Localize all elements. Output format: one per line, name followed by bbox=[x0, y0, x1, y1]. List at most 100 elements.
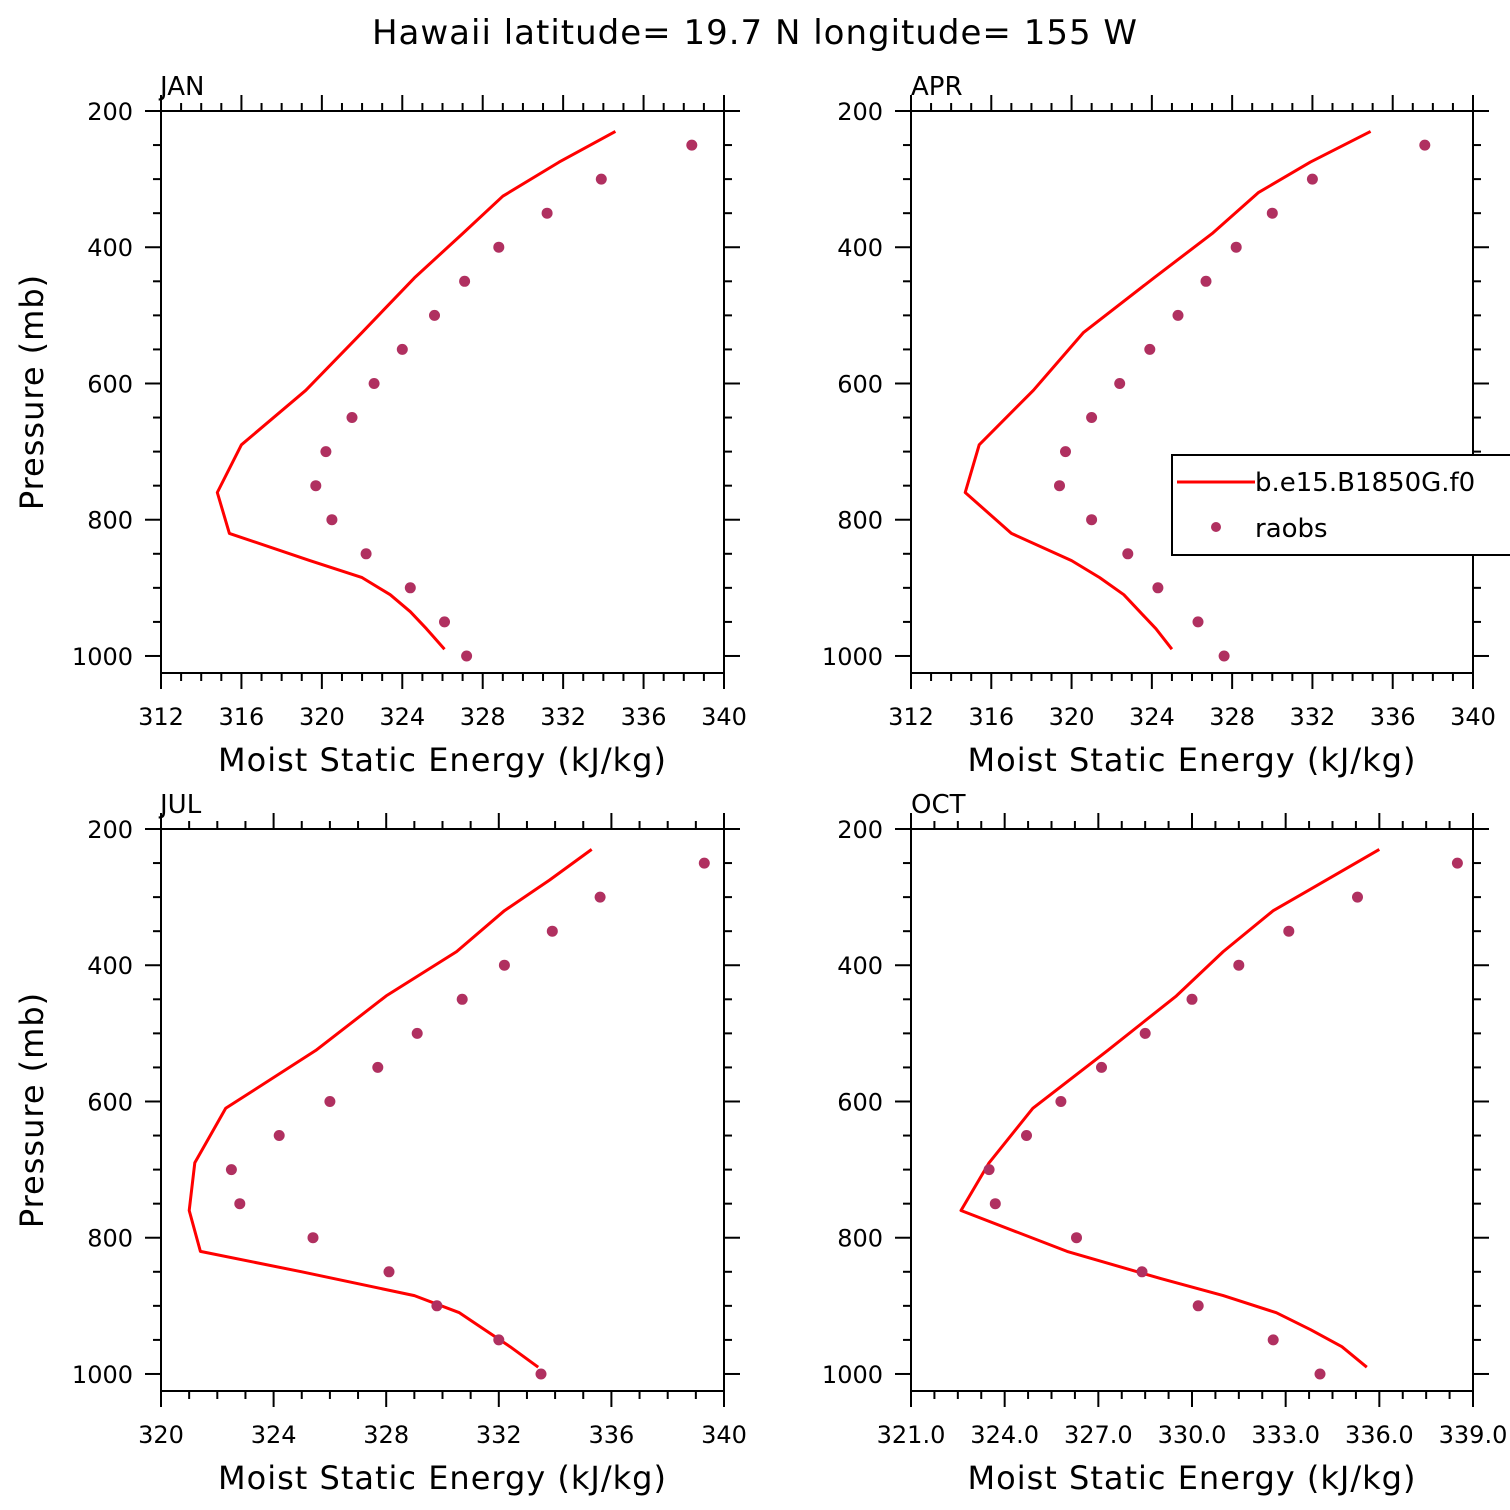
y-tick-label: 400 bbox=[837, 952, 883, 980]
plot-area-oct: 321.0 324.0 327.0 330.0 333.0 336.0 339.0 200 40… bbox=[822, 813, 1507, 1497]
obs-point bbox=[404, 582, 416, 594]
x-tick-label: 324.0 bbox=[970, 1421, 1039, 1449]
y-tick-label: 200 bbox=[837, 98, 883, 126]
obs-point bbox=[1172, 309, 1184, 321]
x-tick-label: 332 bbox=[540, 703, 586, 731]
x-tick-label: 340 bbox=[701, 703, 747, 731]
x-tick-label: 339.0 bbox=[1439, 1421, 1508, 1449]
obs-point bbox=[1218, 650, 1230, 662]
obs-point bbox=[1122, 548, 1134, 560]
y-tick-label: 600 bbox=[87, 370, 133, 398]
obs-point bbox=[1086, 412, 1098, 423]
obs-point bbox=[1419, 139, 1431, 151]
obs-point bbox=[383, 1266, 395, 1278]
panel-jan: JAN 312 316 320 324 328 332 336 340 200 400 600 800… bbox=[13, 72, 747, 779]
model-line-jul bbox=[187, 848, 593, 1369]
obs-point bbox=[1096, 1061, 1107, 1073]
obs-point bbox=[1283, 925, 1295, 937]
obs-point bbox=[1136, 1266, 1148, 1278]
obs-point bbox=[431, 1300, 443, 1312]
obs-point bbox=[595, 173, 607, 185]
x-tick-label: 316 bbox=[219, 703, 265, 731]
obs-point bbox=[459, 275, 471, 287]
obs-point bbox=[1054, 480, 1065, 492]
obs-point bbox=[1139, 1027, 1151, 1039]
x-tick-label: 321.0 bbox=[877, 1421, 946, 1449]
obs-point bbox=[273, 1130, 285, 1141]
y-tick-label: 800 bbox=[87, 507, 133, 535]
obs-point bbox=[546, 925, 558, 937]
obs-point bbox=[594, 891, 606, 903]
obs-point bbox=[989, 1198, 1001, 1210]
obs-point bbox=[225, 1164, 237, 1176]
model-line-jan bbox=[215, 130, 617, 651]
x-tick-label: 324 bbox=[379, 703, 425, 731]
obs-point bbox=[1233, 959, 1245, 971]
y-tick-label: 600 bbox=[837, 370, 883, 398]
obs-point bbox=[1060, 446, 1071, 458]
x-tick-label: 320 bbox=[1049, 703, 1095, 731]
obs-point bbox=[1152, 582, 1164, 594]
y-tick-label: 400 bbox=[837, 234, 883, 262]
x-tick-label: 312 bbox=[138, 703, 184, 731]
x-tick-label: 332 bbox=[476, 1421, 522, 1449]
y-tick-label: 800 bbox=[87, 1225, 133, 1253]
legend: b.e15.B1850G.f0 raobs bbox=[1171, 454, 1510, 556]
obs-point bbox=[1200, 275, 1212, 287]
y-tick-label: 1000 bbox=[822, 1361, 883, 1389]
x-tick-label: 327.0 bbox=[1064, 1421, 1133, 1449]
obs-point bbox=[1451, 857, 1463, 869]
obs-point bbox=[535, 1368, 547, 1380]
obs-point bbox=[686, 139, 698, 151]
plot-area-apr: 312 316 320 324 328 332 336 340 200 400 600 800 1000… bbox=[822, 95, 1496, 779]
plot-area-jul: 320 324 328 332 336 340 200 400 600 800 1000 Moist … bbox=[13, 813, 747, 1497]
obs-point bbox=[541, 207, 553, 219]
obs-point bbox=[320, 446, 332, 458]
x-tick-label: 320 bbox=[138, 1421, 184, 1449]
y-tick-label: 400 bbox=[87, 234, 133, 262]
model-line-apr bbox=[963, 130, 1372, 651]
obs-point bbox=[1352, 891, 1363, 903]
obs-point bbox=[411, 1027, 423, 1039]
x-tick-label: 332 bbox=[1290, 703, 1336, 731]
y-tick-label: 200 bbox=[87, 816, 133, 844]
obs-point bbox=[324, 1096, 336, 1107]
panel-label-oct: OCT bbox=[911, 790, 966, 820]
x-tick-label: 336 bbox=[621, 703, 667, 731]
y-tick-label: 600 bbox=[837, 1088, 883, 1116]
x-axis-label: Moist Static Energy (kJ/kg) bbox=[218, 1459, 667, 1497]
y-axis-label: Pressure (mb) bbox=[13, 992, 51, 1228]
obs-point bbox=[439, 616, 450, 628]
panel-label-jan: JAN bbox=[158, 72, 204, 102]
obs-point bbox=[234, 1198, 246, 1210]
x-axis-label: Moist Static Energy (kJ/kg) bbox=[968, 741, 1417, 779]
panel-label-jul: JUL bbox=[158, 790, 202, 820]
x-tick-label: 330.0 bbox=[1158, 1421, 1227, 1449]
model-line-oct bbox=[959, 848, 1381, 1369]
obs-point bbox=[1114, 378, 1126, 389]
obs-point bbox=[1267, 1334, 1279, 1346]
legend-obs-label: raobs bbox=[1255, 514, 1328, 544]
y-tick-label: 600 bbox=[87, 1088, 133, 1116]
x-tick-label: 312 bbox=[888, 703, 934, 731]
x-tick-label: 328 bbox=[1209, 703, 1255, 731]
y-tick-label: 1000 bbox=[822, 643, 883, 671]
obs-point bbox=[360, 548, 372, 560]
legend-obs-marker bbox=[1211, 522, 1221, 532]
obs-point bbox=[429, 309, 440, 321]
obs-point bbox=[307, 1232, 319, 1244]
x-tick-label: 340 bbox=[1450, 703, 1496, 731]
x-tick-label: 324 bbox=[1129, 703, 1175, 731]
obs-point bbox=[1266, 207, 1278, 219]
obs-point bbox=[1306, 173, 1318, 185]
panel-label-apr: APR bbox=[911, 72, 963, 102]
x-tick-label: 340 bbox=[701, 1421, 747, 1449]
obs-point bbox=[368, 378, 380, 389]
legend-model-label: b.e15.B1850G.f0 bbox=[1255, 468, 1475, 498]
y-tick-label: 200 bbox=[837, 816, 883, 844]
obs-point bbox=[1192, 616, 1204, 628]
obs-point bbox=[346, 412, 358, 423]
x-tick-label: 336.0 bbox=[1345, 1421, 1414, 1449]
